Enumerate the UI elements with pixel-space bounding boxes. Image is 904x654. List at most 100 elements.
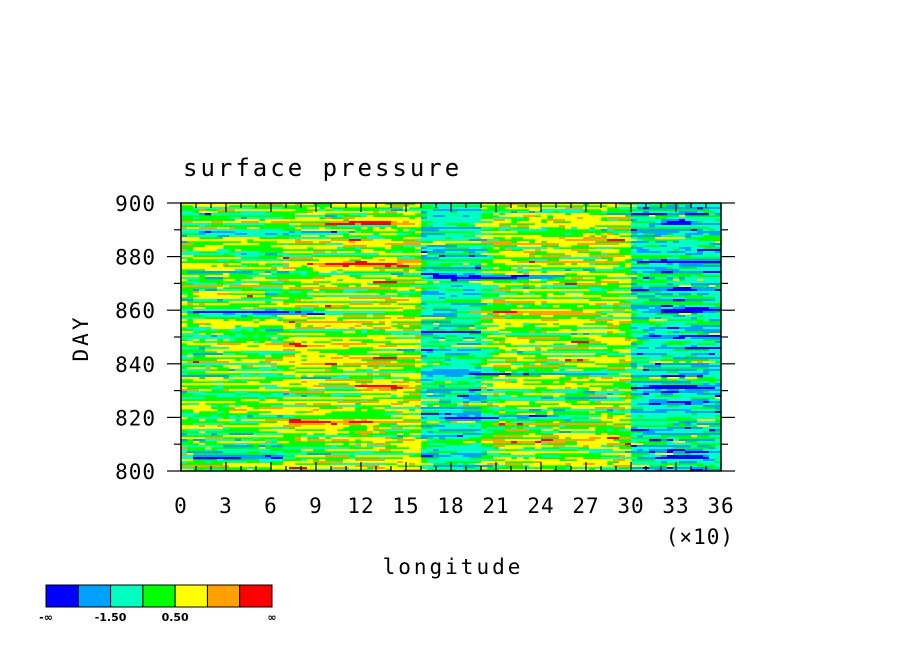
heatmap-cell [313, 369, 326, 372]
heatmap-cell [421, 303, 428, 306]
heatmap-cell [601, 253, 608, 256]
heatmap-cell [313, 263, 326, 266]
heatmap-cell [259, 285, 284, 288]
heatmap-cell [397, 409, 410, 412]
heatmap-cell [565, 219, 578, 222]
heatmap-cell [439, 297, 446, 300]
heatmap-cell [217, 425, 224, 428]
heatmap-cell [595, 219, 602, 222]
heatmap-cell [223, 321, 254, 324]
heatmap-cell [181, 425, 200, 428]
heatmap-cell [709, 243, 716, 246]
heatmap-cell [199, 431, 206, 434]
heatmap-cell [247, 415, 254, 418]
heatmap-cell [415, 439, 422, 442]
heatmap-cell [643, 353, 668, 356]
heatmap-cell [181, 275, 188, 278]
heatmap-cell [577, 217, 584, 220]
heatmap-cell [517, 351, 524, 354]
heatmap-cell [607, 343, 614, 346]
heatmap-cell [655, 345, 662, 348]
heatmap-cell [637, 295, 650, 298]
heatmap-cell [325, 271, 332, 274]
heatmap-cell [673, 345, 686, 348]
heatmap-cell [379, 465, 398, 468]
heatmap-cell [577, 431, 590, 434]
heatmap-cell [709, 427, 722, 430]
heatmap-cell [613, 277, 632, 280]
heatmap-cell [643, 433, 656, 436]
heatmap-cell [349, 345, 380, 348]
heatmap-cell [421, 299, 440, 302]
heatmap-cell [337, 423, 344, 426]
heatmap-cell [667, 205, 680, 208]
heatmap-cell [595, 375, 602, 378]
heatmap-cell [463, 289, 470, 292]
heatmap-cell [517, 403, 530, 406]
x-axis-multiplier: (×10) [666, 525, 734, 549]
heatmap-cell [181, 277, 200, 280]
heatmap-cell [505, 463, 518, 466]
heatmap-cell [223, 285, 230, 288]
heatmap-cell [673, 257, 680, 260]
heatmap-cell [301, 379, 308, 382]
heatmap-cell [241, 415, 248, 418]
heatmap-cell [319, 333, 326, 336]
heatmap-cell [457, 463, 464, 466]
heatmap-cell [271, 305, 296, 308]
heatmap-cell [577, 365, 584, 368]
heatmap-cell [631, 335, 638, 338]
heatmap-cell [469, 443, 482, 446]
heatmap-cell [679, 333, 698, 336]
heatmap-cell [649, 451, 656, 454]
heatmap-cell [415, 377, 422, 380]
heatmap-cell [439, 449, 488, 452]
heatmap-cell [661, 453, 674, 456]
heatmap-cell [643, 413, 680, 416]
heatmap-cell [691, 251, 698, 254]
heatmap-cell [577, 227, 590, 230]
heatmap-cell [625, 399, 632, 402]
heatmap-cell [601, 447, 608, 450]
heatmap-cell [589, 427, 596, 430]
heatmap-cell [409, 205, 422, 208]
heatmap-cell [631, 375, 662, 378]
heatmap-cell [613, 315, 632, 318]
heatmap-cell [481, 221, 488, 224]
heatmap-cell [253, 259, 260, 262]
heatmap-cell [211, 231, 230, 234]
heatmap-cell [193, 361, 200, 364]
heatmap-cell [517, 345, 524, 348]
heatmap-cell [475, 383, 488, 386]
heatmap-cell [457, 315, 470, 318]
heatmap-cell [331, 277, 356, 280]
heatmap-cell [289, 345, 296, 348]
heatmap-cell [427, 261, 452, 264]
heatmap-cell [625, 427, 632, 430]
heatmap-cell [193, 319, 224, 322]
heatmap-cell [475, 329, 482, 332]
heatmap-cell [577, 219, 590, 222]
heatmap-cell [211, 341, 218, 344]
heatmap-cell [271, 203, 284, 206]
heatmap-cell [271, 467, 278, 470]
x-tick-label: 0 [174, 494, 188, 518]
heatmap-cell [571, 407, 590, 410]
heatmap-cell [661, 333, 680, 336]
heatmap-cell [433, 365, 470, 368]
heatmap-cell [331, 463, 338, 466]
heatmap-cell [469, 223, 476, 226]
heatmap-cell [715, 227, 722, 230]
heatmap-cell [553, 247, 560, 250]
heatmap-cell [241, 457, 254, 460]
heatmap-cell [679, 379, 686, 382]
heatmap-cell [415, 373, 422, 376]
heatmap-cell [511, 225, 518, 228]
heatmap-cell [247, 349, 260, 352]
heatmap-cell [541, 285, 566, 288]
heatmap-cell [295, 231, 302, 234]
heatmap-cell [397, 289, 410, 292]
heatmap-cell [697, 361, 704, 364]
heatmap-cell [397, 421, 410, 424]
heatmap-cell [307, 251, 314, 254]
